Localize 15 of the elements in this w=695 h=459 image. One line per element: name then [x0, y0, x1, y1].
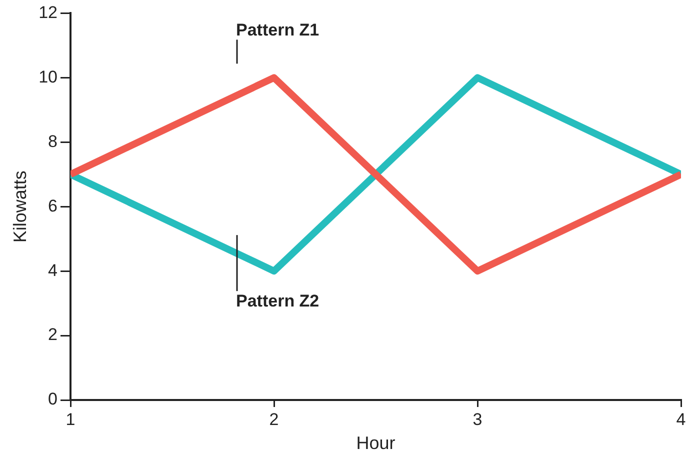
- y-tick-label: 12: [38, 2, 58, 22]
- series-label: Pattern Z2: [236, 291, 320, 310]
- x-axis-title: Hour: [356, 433, 396, 454]
- x-tick-label: 3: [472, 410, 482, 429]
- y-tick-label: 8: [48, 132, 58, 151]
- y-tick-label: 0: [48, 390, 58, 409]
- y-axis-title: Kilowatts: [10, 170, 30, 243]
- y-tick-label: 4: [48, 260, 58, 280]
- x-tick-label: 1: [66, 410, 76, 429]
- y-tick-label: 6: [48, 196, 58, 216]
- text: Pattern Z1: [236, 20, 320, 40]
- x-tick-label: 4: [676, 410, 686, 429]
- x-tick-label: 2: [269, 410, 279, 429]
- y-tick-label: 2: [48, 325, 58, 344]
- y-tick-label: 10: [38, 67, 58, 86]
